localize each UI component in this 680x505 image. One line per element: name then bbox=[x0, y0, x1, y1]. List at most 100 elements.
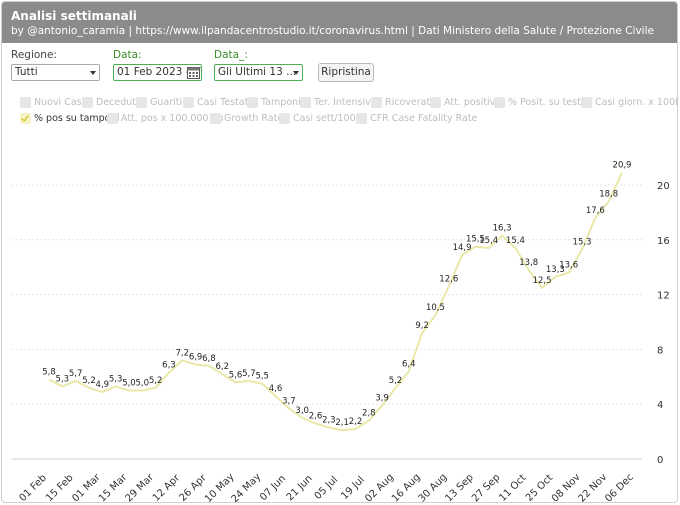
data-label: 18,8 bbox=[599, 189, 618, 199]
filter-controls: Regione: Tutti Data: 01 Feb 2023 - 07 Da… bbox=[2, 49, 677, 89]
data-label: 14,9 bbox=[453, 243, 472, 253]
data-label: 5,3 bbox=[109, 374, 123, 384]
data-label: 13,6 bbox=[559, 261, 578, 271]
legend-label: Ricoverati bbox=[385, 97, 433, 108]
date-range-input[interactable]: 01 Feb 2023 - 07 bbox=[113, 64, 202, 81]
data-label: 13,3 bbox=[546, 265, 565, 275]
data2-label: Data_: bbox=[214, 49, 248, 61]
data-label: 5,2 bbox=[149, 376, 163, 386]
date-range-value: 01 Feb 2023 - 07 bbox=[117, 66, 202, 78]
data-label: 3,9 bbox=[375, 394, 389, 404]
legend-label: % Posit. su testati bbox=[508, 97, 594, 108]
data-label: 2,1 bbox=[335, 418, 349, 428]
legend-label: Growth Rate bbox=[224, 113, 284, 124]
data-label: 3,7 bbox=[282, 396, 296, 406]
legend-label: Att. pos x 100.000 ab bbox=[121, 113, 224, 124]
data-label: 12,6 bbox=[439, 274, 458, 284]
y-tick-label: 0 bbox=[657, 455, 663, 466]
period-value: Gli Ultimi 13 ... bbox=[218, 66, 297, 78]
x-tick-label: 01 Feb bbox=[17, 472, 49, 503]
data-label: 2,3 bbox=[322, 415, 336, 425]
reset-button[interactable]: Ripristina bbox=[318, 63, 374, 82]
checkbox-icon[interactable] bbox=[247, 97, 258, 108]
data-label: 5,2 bbox=[82, 376, 96, 386]
x-tick-label: 27 Sep bbox=[470, 472, 502, 503]
checkbox-icon[interactable] bbox=[300, 97, 311, 108]
chevron-down-icon bbox=[293, 71, 299, 75]
legend-label: % pos su tamponi bbox=[34, 113, 120, 124]
panel-title: Analisi settimanali bbox=[11, 9, 137, 23]
x-tick-label: 11 Oct bbox=[497, 473, 528, 503]
panel-header: Analisi settimanali by @antonio_caramia … bbox=[2, 2, 677, 43]
data-label: 4,6 bbox=[269, 384, 283, 394]
data-label: 15,4 bbox=[506, 236, 525, 246]
x-tick-label: 06 Dec bbox=[603, 472, 636, 503]
legend-label: Tamponi bbox=[261, 97, 301, 108]
data-label: 6,2 bbox=[215, 362, 229, 372]
x-tick-label: 21 Jun bbox=[285, 473, 315, 503]
y-tick-label: 4 bbox=[657, 400, 663, 411]
regione-select[interactable]: Tutti bbox=[11, 64, 100, 81]
legend-label: Deceduti bbox=[96, 97, 139, 108]
data-label: 15,3 bbox=[573, 237, 592, 247]
regione-value: Tutti bbox=[15, 66, 38, 78]
data-label: 5,0 bbox=[136, 379, 150, 389]
data-label: 12,5 bbox=[533, 276, 552, 286]
data-label: 6,9 bbox=[189, 352, 203, 362]
checkbox-icon[interactable] bbox=[107, 113, 118, 124]
regione-label: Regione: bbox=[11, 49, 57, 61]
legend-label: Ter. Intensive bbox=[314, 97, 377, 108]
checkbox-icon[interactable] bbox=[82, 97, 93, 108]
data-label: 2,8 bbox=[362, 409, 376, 419]
series-line bbox=[48, 172, 623, 432]
data-label: 4,9 bbox=[96, 380, 110, 390]
y-tick-label: 8 bbox=[657, 345, 663, 356]
legend-label: Nuovi Casi bbox=[34, 97, 85, 108]
checkbox-icon[interactable] bbox=[183, 97, 194, 108]
checkbox-icon[interactable] bbox=[20, 113, 31, 124]
checkbox-icon[interactable] bbox=[20, 97, 31, 108]
legend-label: Casi sett/100k bbox=[293, 113, 362, 124]
checkbox-icon[interactable] bbox=[279, 113, 290, 124]
data-label: 10,5 bbox=[426, 303, 445, 313]
checkbox-icon[interactable] bbox=[371, 97, 382, 108]
legend-label: Guariti bbox=[150, 97, 183, 108]
period-select[interactable]: Gli Ultimi 13 ... bbox=[214, 64, 303, 81]
legend-label: Casi Testati bbox=[197, 97, 251, 108]
x-tick-label: 19 Jul bbox=[339, 474, 367, 502]
data-label: 9,2 bbox=[415, 321, 429, 331]
panel-subtitle: by @antonio_caramia | https://www.ilpand… bbox=[11, 25, 654, 37]
data-label: 3,0 bbox=[295, 406, 309, 416]
data-label: 5,3 bbox=[56, 374, 70, 384]
x-tick-label: 12 Apr bbox=[151, 472, 183, 503]
x-tick-label: 07 Jun bbox=[258, 473, 288, 503]
data-label: 20,9 bbox=[613, 161, 632, 171]
legend-label: CFR Case Fatality Rate bbox=[370, 113, 478, 124]
data-label: Data: bbox=[113, 49, 142, 61]
data-label: 7,2 bbox=[175, 348, 189, 358]
data-label: 5,0 bbox=[122, 379, 136, 389]
data-label: 5,7 bbox=[69, 369, 83, 379]
checkbox-icon[interactable] bbox=[136, 97, 147, 108]
checkbox-icon[interactable] bbox=[494, 97, 505, 108]
checkbox-icon[interactable] bbox=[430, 97, 441, 108]
x-tick-label: 05 Jul bbox=[313, 474, 341, 502]
legend-label: Att. positivi bbox=[444, 97, 498, 108]
data-label: 16,3 bbox=[493, 224, 512, 234]
data-label: 5,7 bbox=[242, 369, 256, 379]
data-label: 2,2 bbox=[349, 417, 363, 427]
data-label: 5,6 bbox=[229, 370, 243, 380]
data-label: 6,4 bbox=[402, 359, 416, 369]
checkbox-icon[interactable] bbox=[356, 113, 367, 124]
checkbox-icon[interactable] bbox=[581, 97, 592, 108]
data-label: 2,6 bbox=[309, 411, 323, 421]
data-label: 5,2 bbox=[389, 376, 403, 386]
data-label: 5,5 bbox=[255, 372, 269, 382]
data-label: 15,4 bbox=[479, 236, 498, 246]
data-label: 5,8 bbox=[42, 368, 56, 378]
checkbox-icon[interactable] bbox=[210, 113, 221, 124]
data-label: 6,8 bbox=[202, 354, 216, 364]
x-tick-label: 24 May bbox=[230, 471, 264, 503]
calendar-icon[interactable] bbox=[187, 66, 200, 79]
